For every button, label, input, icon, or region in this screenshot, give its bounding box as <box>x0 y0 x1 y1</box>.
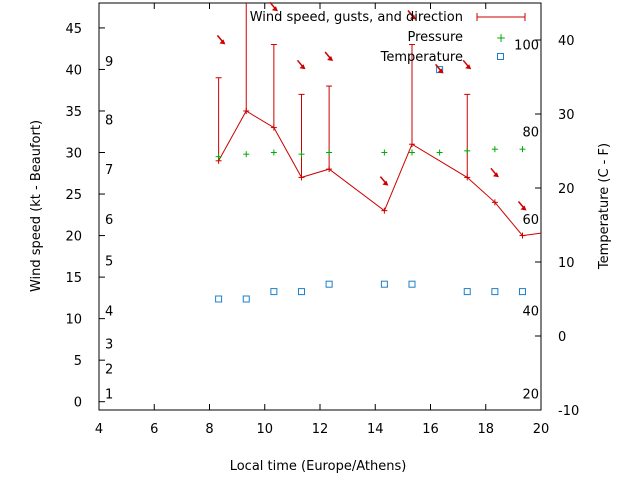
wind-direction-arrow <box>435 63 444 74</box>
y-tick-label: 35 <box>65 105 82 120</box>
y-tick-label: 45 <box>65 22 82 37</box>
beaufort-label: 9 <box>105 55 113 70</box>
x-tick-label: 6 <box>150 422 158 437</box>
y-tick-label: 15 <box>65 271 82 286</box>
plot-frame <box>98 2 542 411</box>
wind-direction-arrow <box>462 59 472 70</box>
beaufort-label: 3 <box>105 338 113 353</box>
beaufort-label: 8 <box>105 113 113 128</box>
temperature-point <box>242 295 250 303</box>
temperature-point <box>463 288 471 296</box>
y-tick-label: 25 <box>65 188 82 203</box>
ticks-layer: 4 6 8 10 12 14 16 18 20051015202530354045-100102… <box>65 3 579 437</box>
fahrenheit-label: 20 <box>522 387 539 402</box>
beaufort-label: 6 <box>105 213 113 228</box>
temperature-point <box>380 280 388 288</box>
legend: Wind speed, gusts, and direction Pressur… <box>250 10 526 65</box>
x-tick-label: 4 <box>95 422 103 437</box>
beaufort-label: 2 <box>105 362 113 377</box>
y-tick-label: 40 <box>65 63 82 78</box>
wind-direction-arrow <box>379 176 389 186</box>
x-tick-label: 10 <box>256 422 273 437</box>
y-tick-label: 0 <box>74 396 82 411</box>
y2-tick-label: 30 <box>558 108 575 123</box>
fahrenheit-label: 40 <box>522 304 539 319</box>
y2-tick-label: 10 <box>558 256 575 271</box>
wind-direction-arrow <box>407 10 416 20</box>
legend-pressure-marker: + <box>496 31 506 45</box>
temperature-point <box>297 288 305 296</box>
temperature-point <box>215 295 223 303</box>
y2-axis-label: Temperature (C - F) <box>597 143 612 270</box>
legend-entry-wind: Wind speed, gusts, and direction <box>250 10 463 25</box>
y-tick-label: 20 <box>65 230 82 245</box>
x-tick-label: 12 <box>312 422 329 437</box>
x-tick-label: 18 <box>477 422 494 437</box>
wind-speed-line <box>218 110 542 237</box>
y2-tick-label: 20 <box>558 182 575 197</box>
y2-tick-label: 0 <box>558 330 566 345</box>
beaufort-label: 7 <box>105 163 113 178</box>
temperature-point <box>270 288 278 296</box>
x-tick-label: 16 <box>422 422 439 437</box>
x-tick-label: 14 <box>367 422 384 437</box>
legend-entry-temperature: Temperature <box>380 50 463 65</box>
series-layer <box>215 1 542 303</box>
fahrenheit-label: 80 <box>522 126 539 141</box>
temperature-point <box>325 280 333 288</box>
wind-direction-arrow <box>517 201 527 211</box>
wind-direction-arrow <box>324 51 334 61</box>
wind-direction-arrow <box>269 1 278 12</box>
beaufort-label: 5 <box>105 254 113 269</box>
y-tick-label: 5 <box>74 354 82 369</box>
y-axis-label: Wind speed (kt - Beaufort) <box>29 120 44 292</box>
beaufort-label: 1 <box>105 387 113 402</box>
wind-direction-arrow <box>216 34 226 45</box>
temperature-point <box>408 280 416 288</box>
temperature-point <box>491 288 499 296</box>
y-tick-label: 10 <box>65 313 82 328</box>
fahrenheit-label: 60 <box>522 213 539 228</box>
x-tick-label: 8 <box>205 422 213 437</box>
x-axis-label: Local time (Europe/Athens) <box>230 459 407 474</box>
legend-temperature-marker <box>497 53 504 60</box>
y-tick-label: 30 <box>65 147 82 162</box>
beaufort-label: 4 <box>105 304 113 319</box>
y2-tick-label: 40 <box>558 34 575 49</box>
legend-entry-pressure: Pressure <box>407 30 463 45</box>
wind-direction-arrow <box>296 59 306 70</box>
fahrenheit-label: 100 <box>514 39 539 54</box>
y2-tick-label: -10 <box>558 404 579 419</box>
temperature-point <box>518 288 526 296</box>
x-tick-label: 20 <box>533 422 550 437</box>
wind-direction-arrow <box>490 167 499 178</box>
